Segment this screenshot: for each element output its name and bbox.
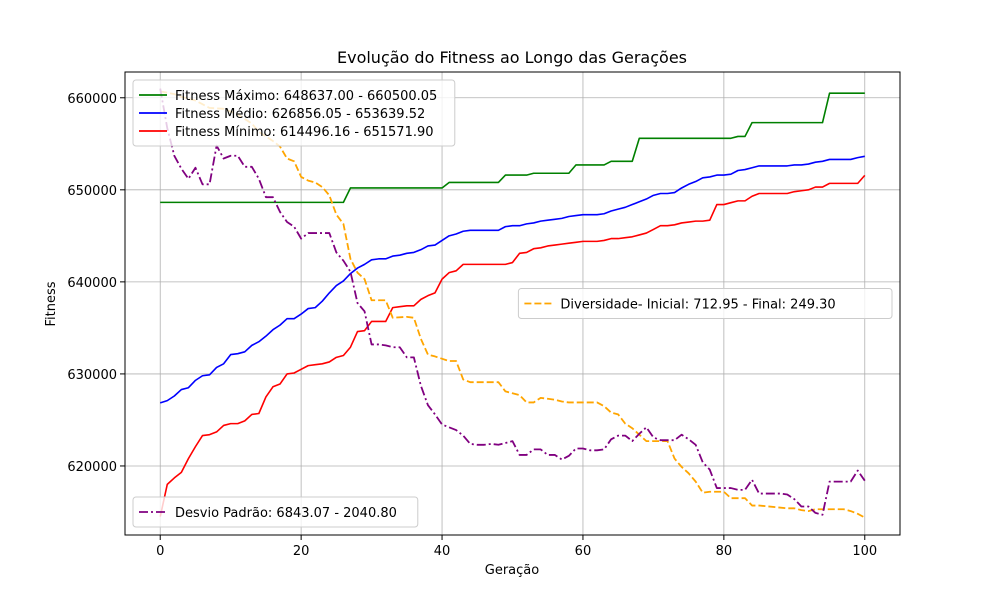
legend-box (132, 79, 456, 147)
y-tick-label: 620000 (67, 460, 117, 475)
legend-1: Diversidade- Inicial: 712.95 - Final: 24… (517, 288, 893, 319)
chart-title: Evolução do Fitness ao Longo das Geraçõe… (337, 48, 687, 67)
y-axis-ticks: 620000 630000 640000 650000 660000 (67, 92, 125, 475)
plot-frame (124, 71, 901, 536)
grid (125, 72, 900, 535)
x-tick-label: 100 (852, 544, 877, 559)
legends: Fitness Máximo: 648637.00 - 660500.05 Fit… (132, 79, 893, 528)
x-tick-label: 40 (434, 544, 451, 559)
x-tick-label: 60 (575, 544, 592, 559)
legend-box (132, 496, 419, 528)
y-tick-label: 630000 (67, 368, 117, 383)
legend-box (517, 288, 893, 319)
series-line-4 (159, 88, 866, 516)
y-tick-label: 640000 (67, 276, 117, 291)
y-axis-label: Fitness (44, 281, 59, 326)
legend-0: Fitness Máximo: 648637.00 - 660500.05 Fit… (132, 79, 456, 147)
legend-label: Fitness Máximo: 648637.00 - 660500.05 (175, 89, 437, 104)
series-line-3 (160, 90, 866, 519)
series-layer (159, 88, 866, 519)
legend-label: Fitness Médio: 626856.05 - 653639.52 (175, 107, 425, 122)
y-tick-label: 650000 (67, 184, 117, 199)
x-tick-label: 80 (716, 544, 733, 559)
x-axis-label: Geração (485, 563, 539, 578)
legend-2: Desvio Padrão: 6843.07 - 2040.80 (132, 496, 419, 528)
x-axis-ticks: 0 20 40 60 80 100 (156, 535, 877, 559)
series-line-0 (160, 92, 865, 204)
legend-label: Fitness Mínimo: 614496.16 - 651571.90 (175, 125, 434, 140)
x-tick-label: 20 (293, 544, 310, 559)
legend-label: Diversidade- Inicial: 712.95 - Final: 24… (560, 298, 835, 313)
x-tick-label: 0 (156, 544, 164, 559)
series-line-2 (159, 174, 866, 517)
y-tick-label: 660000 (67, 92, 117, 107)
legend-label: Desvio Padrão: 6843.07 - 2040.80 (175, 506, 397, 521)
series-line-1 (159, 155, 865, 404)
